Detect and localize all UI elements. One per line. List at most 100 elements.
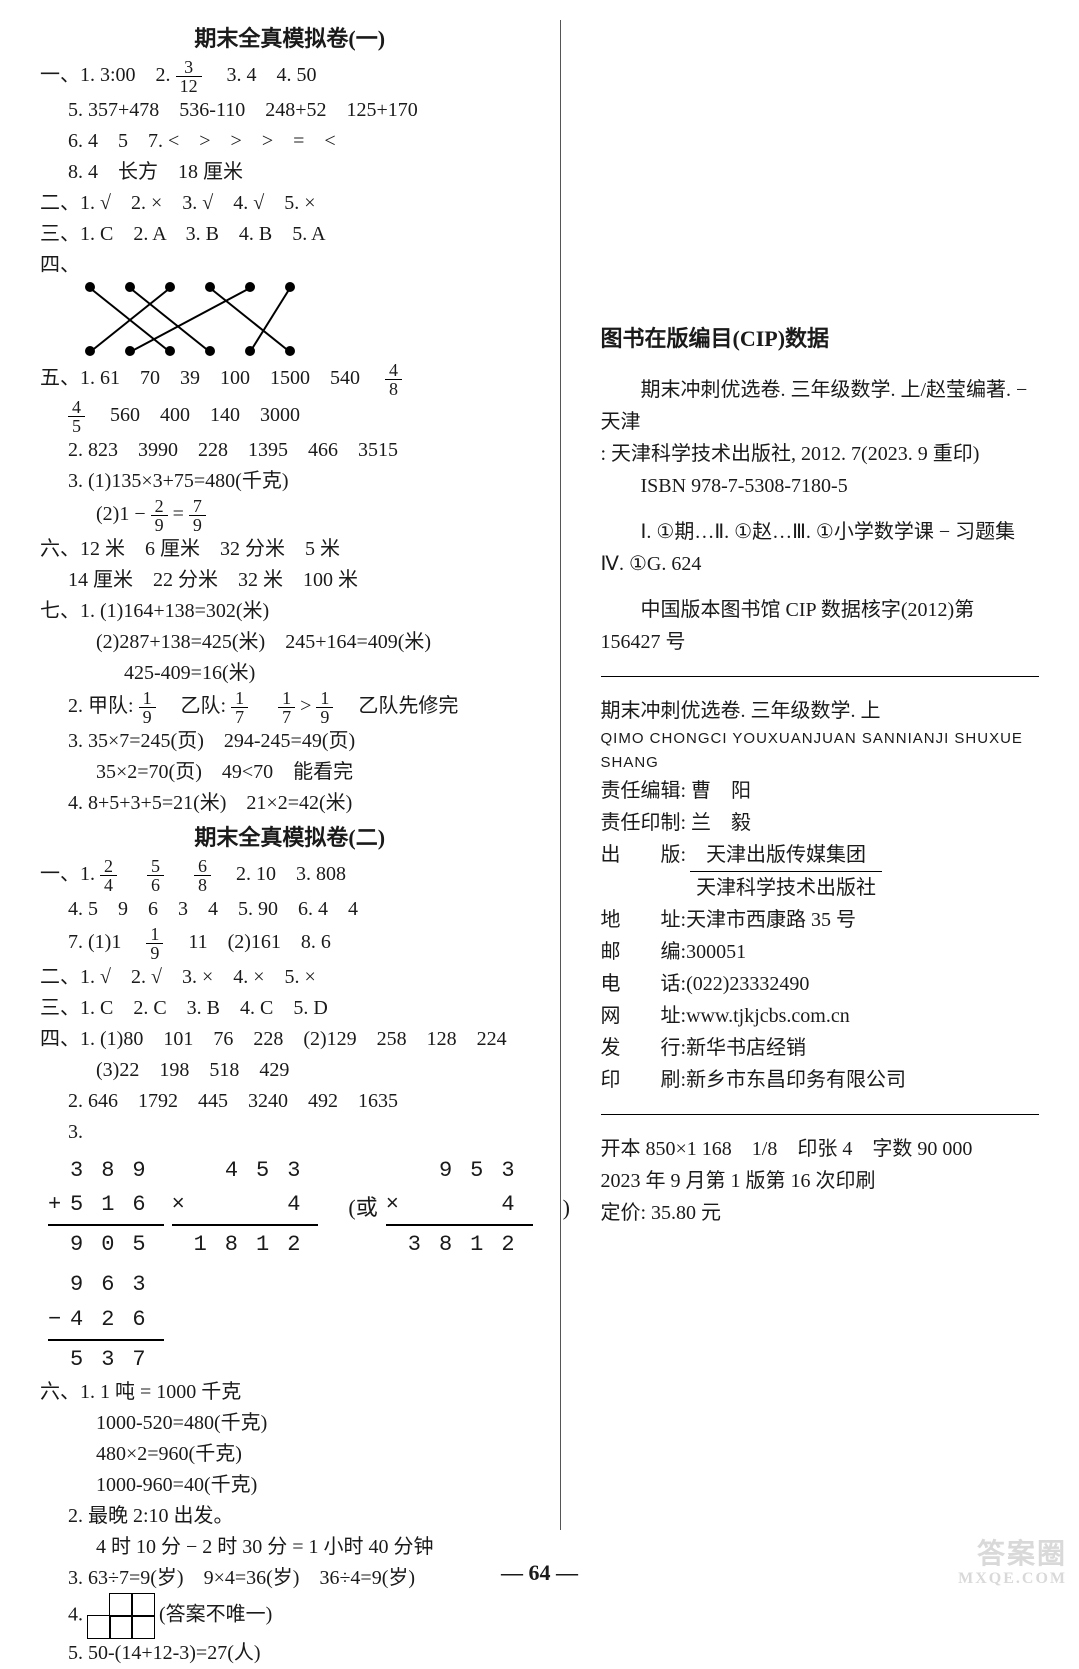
line: 2. 甲队: 19 乙队: 17 17 > 19 乙队先修完	[40, 689, 540, 726]
meta-editor: 责任编辑: 曹 阳	[601, 775, 1040, 807]
cip-line: Ⅳ. ①G. 624	[601, 548, 1040, 580]
arith-row: ×4	[194, 1188, 319, 1222]
text	[122, 863, 142, 885]
text: 7. (1)1	[68, 931, 141, 953]
text: >	[300, 695, 316, 717]
fraction: 68	[194, 857, 211, 894]
left-column: 期末全真模拟卷(一) 一、1. 3:00 2. 312 3. 4 4. 50 5…	[40, 20, 561, 1530]
page: 期末全真模拟卷(一) 一、1. 3:00 2. 312 3. 4 4. 50 5…	[0, 0, 1079, 1540]
line: 3. (1)135×3+75=480(千克)	[40, 466, 540, 497]
match-line	[129, 287, 210, 353]
fraction: 19	[139, 689, 156, 726]
fraction: 19	[316, 689, 333, 726]
fraction: 56	[147, 857, 164, 894]
line: (2)1 − 29 = 79	[40, 497, 540, 534]
meta-edition: 2023 年 9 月第 1 版第 16 次印刷	[601, 1165, 1040, 1197]
rule	[386, 1224, 533, 1226]
line: 五、1. 61 70 39 100 1500 540 48	[40, 361, 540, 398]
arith-row: 453	[194, 1154, 319, 1188]
line: 2. 823 3990 228 1395 466 3515	[40, 435, 540, 466]
line: 三、1. C 2. C 3. B 4. C 5. D	[40, 993, 540, 1024]
rule	[172, 1224, 319, 1226]
line: 一、1. 3:00 2. 312 3. 4 4. 50	[40, 58, 540, 95]
fraction: 17	[231, 689, 248, 726]
divider	[601, 1114, 1040, 1115]
line: 四、1. (1)80 101 76 228 (2)129 258 128 224	[40, 1024, 540, 1055]
line: 4. 8+5+3+5=21(米) 21×2=42(米)	[40, 788, 540, 819]
text: 五、1. 61 70 39 100 1500 540	[40, 367, 380, 389]
line: 1000-520=480(千克)	[40, 1408, 540, 1439]
text: 560 400 140 3000	[90, 404, 300, 426]
matching-diagram	[70, 281, 290, 361]
line: 4. 5 9 6 3 4 5. 90 6. 4 4	[40, 894, 540, 925]
meta-row: 发 行:新华书店经销	[601, 1032, 1040, 1064]
cip-line: 期末冲刺优选卷. 三年级数学. 上/赵莹编著. − 天津	[601, 374, 1040, 438]
text: 2. 10 3. 808	[216, 863, 346, 885]
text: (2)1 −	[96, 503, 151, 525]
arith-row: 389	[70, 1154, 164, 1188]
title-1: 期末全真模拟卷(一)	[40, 22, 540, 56]
pub-row: 出 版: 天津出版传媒集团 天津科学技术出版社	[601, 839, 1040, 904]
text: 一、1. 3:00 2.	[40, 64, 176, 86]
line: 四、	[40, 250, 540, 281]
arith-row: 1812	[194, 1228, 319, 1262]
line: 二、1. √ 2. √ 3. × 4. × 5. ×	[40, 962, 540, 993]
cip-line: 中国版本图书馆 CIP 数据核字(2012)第 156427 号	[601, 594, 1040, 658]
line: 三、1. C 2. A 3. B 4. B 5. A	[40, 219, 540, 250]
meta-row: 印 刷:新乡市东昌印务有限公司	[601, 1064, 1040, 1096]
text: 3. 4 4. 50	[207, 64, 317, 86]
line: 3. 35×7=245(页) 294-245=49(页)	[40, 726, 540, 757]
arith-row: +516	[70, 1188, 164, 1222]
match-line	[130, 287, 251, 353]
arith-row: −426	[70, 1303, 164, 1337]
text: (答案不唯一)	[159, 1603, 272, 1625]
fraction: 17	[278, 689, 295, 726]
arith-mul: 453 ×4 1812	[194, 1154, 319, 1262]
arith-mul: 953 ×4 3812	[408, 1154, 533, 1262]
right-column: 图书在版编目(CIP)数据 期末冲刺优选卷. 三年级数学. 上/赵莹编著. − …	[561, 20, 1040, 1530]
match-line	[249, 288, 291, 353]
pub-label: 出 版:	[601, 839, 687, 904]
text	[253, 695, 273, 717]
rule	[48, 1339, 164, 1341]
meta-pinyin: QIMO CHONGCI YOUXUANJUAN SANNIANJI SHUXU…	[601, 727, 1040, 775]
line: 5. 50-(14+12-3)=27(人)	[40, 1638, 540, 1669]
cip-title: 图书在版编目(CIP)数据	[601, 321, 1040, 356]
fraction: 29	[151, 497, 168, 534]
fraction: 312	[176, 58, 202, 95]
line: 2. 646 1792 445 3240 492 1635	[40, 1086, 540, 1117]
line: 6. 4 5 7. < > > > = <	[40, 126, 540, 157]
line: 七、1. (1)164+138=302(米)	[40, 596, 540, 627]
arith-sub: 963 −426 537	[70, 1268, 164, 1376]
cip-line: Ⅰ. ①期…Ⅱ. ①赵…Ⅲ. ①小学数学课 − 习题集	[601, 516, 1040, 548]
arith-add: 389 +516 905	[70, 1154, 164, 1262]
text: 11 (2)161 8. 6	[168, 931, 331, 953]
cip-line: : 天津科学技术出版社, 2012. 7(2023. 9 重印)	[601, 438, 1040, 470]
line: 2. 最晚 2:10 出发。	[40, 1501, 540, 1532]
line: (3)22 198 518 429	[40, 1055, 540, 1086]
arith-row: 537	[70, 1343, 164, 1377]
watermark-line: MXQE.COM	[958, 1570, 1067, 1588]
text	[169, 863, 189, 885]
text: (或	[348, 1191, 377, 1225]
title-2: 期末全真模拟卷(二)	[40, 821, 540, 855]
watermark: 答案圈 MXQE.COM	[958, 1540, 1067, 1588]
text: 4.	[68, 1603, 88, 1625]
text: 乙队先修完	[338, 695, 458, 717]
line: (2)287+138=425(米) 245+164=409(米)	[40, 627, 540, 658]
line: 425-409=16(米)	[40, 658, 540, 689]
line: 1000-960=40(千克)	[40, 1470, 540, 1501]
line: 4. (答案不唯一)	[40, 1594, 540, 1638]
line: 5. 357+478 536-110 248+52 125+170	[40, 95, 540, 126]
line: 14 厘米 22 分米 32 米 100 米	[40, 565, 540, 596]
text: 2. 甲队:	[68, 695, 139, 717]
fraction: 24	[100, 857, 117, 894]
line: 45 560 400 140 3000	[40, 398, 540, 435]
meta-title: 期末冲刺优选卷. 三年级数学. 上	[601, 695, 1040, 727]
rule	[48, 1224, 164, 1226]
arithmetic-group: 389 +516 905 453 ×4 1812 (或 953 ×4 3812 …	[70, 1154, 540, 1262]
fraction: 79	[189, 497, 206, 534]
divider	[601, 676, 1040, 677]
meta-print: 责任印制: 兰 毅	[601, 807, 1040, 839]
cip-block: 图书在版编目(CIP)数据 期末冲刺优选卷. 三年级数学. 上/赵莹编著. − …	[601, 321, 1040, 1229]
